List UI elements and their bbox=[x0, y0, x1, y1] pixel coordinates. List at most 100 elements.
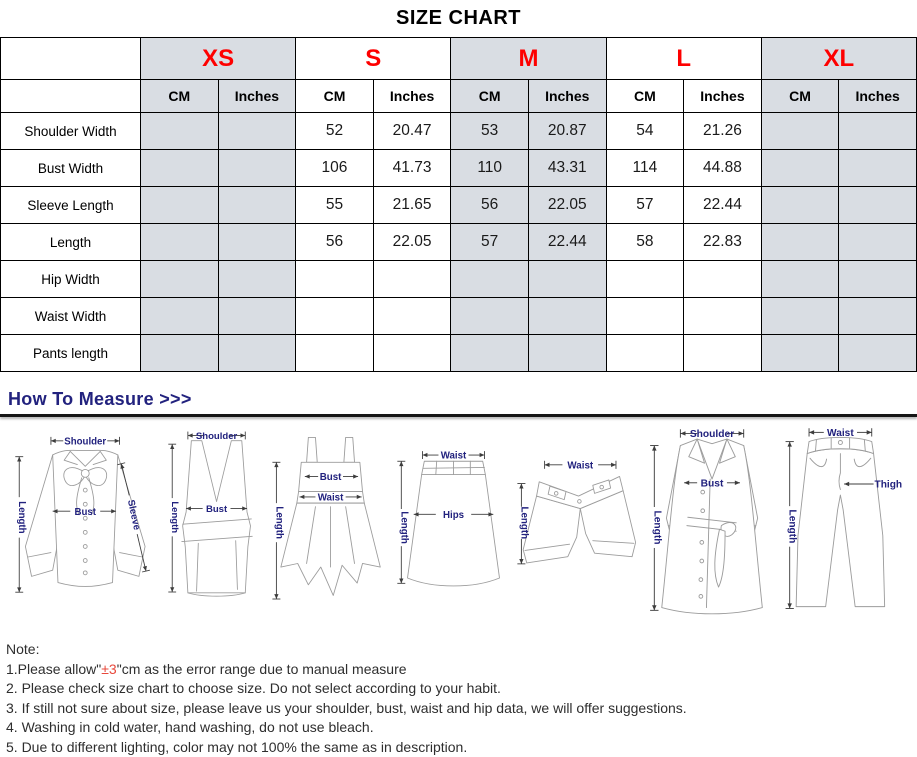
value-cell: 22.83 bbox=[684, 224, 762, 261]
value-cell bbox=[218, 150, 296, 187]
shorts-waist-label: Waist bbox=[567, 460, 594, 471]
value-cell bbox=[839, 150, 917, 187]
row-label: Waist Width bbox=[1, 298, 141, 335]
table-corner-cell bbox=[1, 38, 141, 80]
how-to-measure-heading: How To Measure >>> bbox=[8, 389, 917, 410]
value-cell bbox=[839, 224, 917, 261]
unit-header: Inches bbox=[373, 80, 451, 113]
pants-diagram: Waist Thigh Length bbox=[785, 425, 905, 614]
row-label: Shoulder Width bbox=[1, 113, 141, 150]
value-cell bbox=[141, 224, 219, 261]
size-header-L: L bbox=[606, 38, 761, 80]
value-cell: 21.26 bbox=[684, 113, 762, 150]
value-cell bbox=[451, 261, 529, 298]
tank-shoulder-label: Shoulder bbox=[196, 431, 238, 442]
size-header-S: S bbox=[296, 38, 451, 80]
value-cell: 114 bbox=[606, 150, 684, 187]
value-cell bbox=[761, 335, 839, 372]
value-cell: 52 bbox=[296, 113, 374, 150]
blouse-shoulder-label: Shoulder bbox=[64, 436, 106, 447]
value-cell bbox=[141, 113, 219, 150]
value-cell bbox=[373, 261, 451, 298]
note-1-error-range: ±3 bbox=[101, 661, 116, 677]
value-cell bbox=[839, 261, 917, 298]
size-header-XL: XL bbox=[761, 38, 916, 80]
skirt-waist-label: Waist bbox=[441, 451, 467, 462]
unit-header: CM bbox=[296, 80, 374, 113]
value-cell: 106 bbox=[296, 150, 374, 187]
skirt-length-label: Length bbox=[398, 511, 409, 543]
value-cell: 20.87 bbox=[528, 113, 606, 150]
blouse-diagram: Shoulder Bust Sleeve Length bbox=[12, 425, 162, 601]
row-label: Hip Width bbox=[1, 261, 141, 298]
slip-dress-diagram: Bust Waist Length bbox=[271, 425, 391, 607]
blouse-length-label: Length bbox=[16, 501, 27, 533]
value-cell bbox=[839, 113, 917, 150]
value-cell bbox=[606, 298, 684, 335]
tank-top-diagram: Shoulder Bust Length bbox=[167, 425, 267, 599]
value-cell: 57 bbox=[606, 187, 684, 224]
blouse-bust-label: Bust bbox=[74, 507, 96, 518]
dress-waist-label: Waist bbox=[318, 492, 344, 503]
tank-length-label: Length bbox=[169, 501, 180, 533]
row-label: Pants length bbox=[1, 335, 141, 372]
dress-bust-label: Bust bbox=[320, 472, 342, 483]
value-cell bbox=[296, 261, 374, 298]
value-cell: 20.47 bbox=[373, 113, 451, 150]
value-cell bbox=[373, 298, 451, 335]
value-cell bbox=[141, 298, 219, 335]
value-cell: 22.44 bbox=[528, 224, 606, 261]
unit-header: CM bbox=[761, 80, 839, 113]
unit-header: Inches bbox=[528, 80, 606, 113]
row-label: Length bbox=[1, 224, 141, 261]
value-cell: 53 bbox=[451, 113, 529, 150]
pants-length-label: Length bbox=[787, 510, 798, 544]
value-cell bbox=[218, 224, 296, 261]
row-label: Bust Width bbox=[1, 150, 141, 187]
value-cell bbox=[684, 298, 762, 335]
page-title: SIZE CHART bbox=[0, 0, 917, 30]
value-cell bbox=[839, 335, 917, 372]
value-cell bbox=[218, 113, 296, 150]
note-line-4: 4. Washing in cold water, hand washing, … bbox=[6, 718, 909, 738]
value-cell: 43.31 bbox=[528, 150, 606, 187]
notes-heading: Note: bbox=[6, 640, 909, 660]
unit-header: Inches bbox=[218, 80, 296, 113]
value-cell: 57 bbox=[451, 224, 529, 261]
pants-thigh-label: Thigh bbox=[874, 480, 902, 491]
value-cell bbox=[839, 187, 917, 224]
note-line-5: 5. Due to different lighting, color may … bbox=[6, 738, 909, 757]
value-cell: 55 bbox=[296, 187, 374, 224]
tank-bust-label: Bust bbox=[206, 504, 228, 515]
table-corner-cell-2 bbox=[1, 80, 141, 113]
row-label: Sleeve Length bbox=[1, 187, 141, 224]
value-cell bbox=[761, 113, 839, 150]
value-cell: 58 bbox=[606, 224, 684, 261]
value-cell bbox=[761, 261, 839, 298]
value-cell: 54 bbox=[606, 113, 684, 150]
value-cell bbox=[218, 335, 296, 372]
value-cell: 110 bbox=[451, 150, 529, 187]
coat-length-label: Length bbox=[652, 510, 663, 544]
value-cell bbox=[528, 335, 606, 372]
value-cell: 21.65 bbox=[373, 187, 451, 224]
size-header-XS: XS bbox=[141, 38, 296, 80]
shorts-diagram: Waist Length bbox=[516, 455, 641, 571]
unit-header: CM bbox=[451, 80, 529, 113]
value-cell bbox=[839, 298, 917, 335]
value-cell: 44.88 bbox=[684, 150, 762, 187]
value-cell bbox=[761, 150, 839, 187]
value-cell: 56 bbox=[451, 187, 529, 224]
value-cell bbox=[141, 335, 219, 372]
value-cell bbox=[528, 298, 606, 335]
table-row: Waist Width bbox=[1, 298, 917, 335]
table-row: Pants length bbox=[1, 335, 917, 372]
skirt-diagram: Waist Hips Length bbox=[396, 447, 511, 602]
value-cell: 22.05 bbox=[528, 187, 606, 224]
value-cell bbox=[761, 224, 839, 261]
